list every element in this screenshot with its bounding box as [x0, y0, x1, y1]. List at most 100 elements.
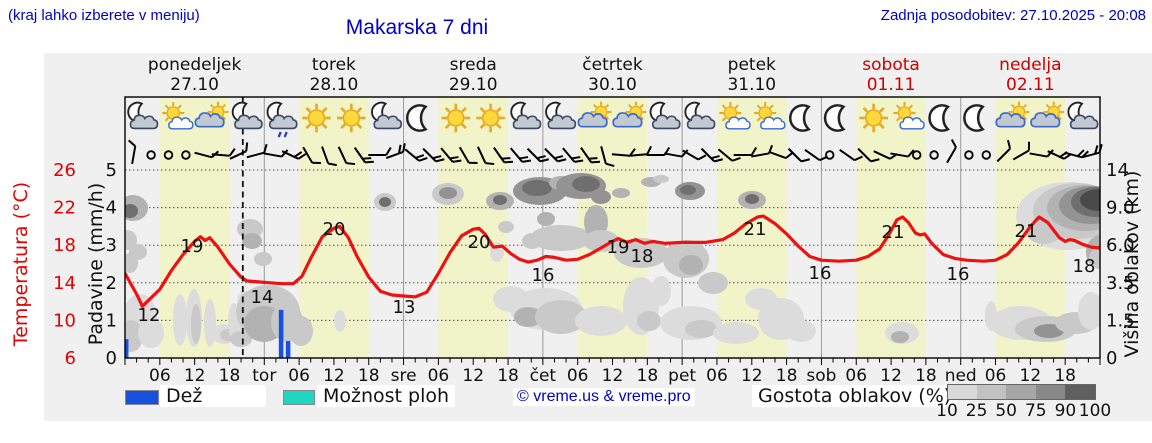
calm-wind-icon	[146, 150, 156, 160]
last-updated-text: Zadnja posodobitev: 27.10.2025 - 20:08	[880, 7, 1146, 24]
sun-cloud-icon	[719, 101, 751, 130]
temperature-value-label: 20	[468, 232, 491, 253]
x-hour-label: 18	[1054, 366, 1076, 386]
calm-wind-icon	[181, 150, 191, 160]
sun-icon	[337, 103, 366, 133]
temperature-tick: 18	[53, 235, 76, 256]
wind-barb-icon	[996, 139, 1012, 163]
sun-cloud-icon	[754, 101, 786, 130]
wind-barb-icon	[128, 139, 137, 165]
temperature-value-label: 21	[882, 222, 905, 243]
cloud-height-tick: 9.0	[1106, 198, 1135, 219]
calm-wind-icon	[929, 150, 939, 160]
moon-cloud-icon	[1067, 101, 1099, 130]
cloud-blob	[1089, 248, 1100, 268]
x-hour-label: 12	[1020, 366, 1042, 386]
wind-barb-icon	[580, 147, 601, 164]
cloud-height-tick: 14	[1106, 160, 1129, 181]
precipitation-tick: 1	[106, 310, 117, 331]
cloud-blob	[891, 331, 909, 343]
temperature-value-label: 12	[138, 305, 161, 326]
wind-barb-icon	[890, 149, 915, 158]
cloud-icon	[760, 116, 786, 130]
day-name: sobota	[862, 55, 920, 75]
cloud-blob	[522, 180, 552, 196]
moon-cloud-icon	[649, 101, 681, 130]
moon-cloud-rain-icon	[266, 101, 298, 138]
wind-barb-icon	[321, 146, 337, 167]
temperature-tick: 6	[65, 348, 76, 369]
cloud-blob	[653, 175, 669, 183]
cloud-density-swatch	[947, 384, 978, 400]
sun-icon	[476, 103, 505, 133]
copyright-link[interactable]: © vreme.us & vreme.pro	[513, 388, 695, 406]
rain-legend-label: Dež	[160, 385, 267, 407]
rain-mark	[283, 131, 288, 138]
wind-barb-icon	[229, 142, 249, 160]
cloud-blob	[583, 230, 619, 252]
x-day-mark: čet	[530, 366, 557, 386]
cloud-icon	[512, 114, 542, 130]
cloud-blob	[242, 233, 262, 249]
day-date: 02.11	[1006, 75, 1055, 95]
cloud-blob	[230, 331, 252, 347]
cloud-density-swatch	[1065, 384, 1096, 400]
cloud-density-scale-value: 10	[936, 401, 958, 421]
temperature-value-label: 20	[323, 219, 346, 240]
cloud-blob	[1078, 292, 1100, 330]
cloud-blob	[637, 311, 661, 331]
wind-barb-icon	[600, 146, 615, 168]
cloud-blob	[1080, 189, 1100, 211]
sun-icon	[1043, 101, 1065, 123]
cloud-blob	[572, 176, 600, 192]
x-hour-label: 18	[915, 366, 937, 386]
temperature-value-label: 16	[809, 263, 832, 284]
precipitation-tick: 4	[106, 198, 117, 219]
day-header-sobota: sobota 01.11	[862, 55, 920, 95]
wind-barb-icon	[768, 150, 794, 160]
sun-icon	[337, 103, 366, 133]
wind-barb-icon	[562, 147, 584, 163]
x-hour-label: 12	[323, 366, 345, 386]
wind-barb-icon	[857, 147, 880, 163]
daytime-band	[438, 97, 509, 358]
sun-icon	[859, 103, 888, 133]
rain-bar	[278, 309, 284, 358]
day-name: torek	[311, 55, 356, 75]
cloud-height-tick: 0	[1106, 348, 1117, 369]
cloud-blob	[530, 225, 592, 251]
cloud-density-swatch	[1006, 384, 1036, 400]
cloud-icon	[547, 114, 577, 130]
showers-legend-swatch	[283, 390, 315, 405]
temperature-curve	[125, 214, 1100, 308]
showers-legend-label: Možnost ploh	[317, 385, 456, 407]
sun-icon	[302, 103, 331, 133]
cloud-icon	[995, 112, 1026, 128]
calm-wind-icon	[981, 150, 991, 160]
wind-barb-icon	[281, 150, 307, 160]
cloud-density-swatch	[976, 384, 1007, 400]
wind-barb-icon	[664, 149, 689, 158]
cloud-blob	[254, 252, 272, 266]
wind-barb-icon	[353, 147, 374, 164]
cloud-icon	[168, 116, 194, 130]
cloud-blob	[537, 212, 555, 226]
precipitation-tick: 0	[106, 348, 117, 369]
sun-icon	[441, 103, 471, 133]
x-hour-label: 12	[184, 366, 206, 386]
wind-barb-icon	[422, 147, 445, 163]
x-hour-label: 06	[985, 366, 1007, 386]
x-hour-label: 18	[497, 366, 519, 386]
cloud-density-legend-label: Gostota oblakov (%)	[752, 385, 958, 407]
cloud-height-tick: 6.0	[1106, 235, 1135, 256]
x-hour-label: 06	[149, 366, 171, 386]
precipitation-tick: 3	[106, 235, 117, 256]
moon-cloud-icon	[127, 101, 159, 130]
rain-legend-swatch	[125, 390, 159, 405]
moon-cloud-icon	[231, 101, 263, 130]
temperature-tick: 14	[53, 273, 76, 294]
cloud-blob	[786, 320, 816, 342]
cloud-icon	[577, 112, 608, 128]
cloud-density-swatch	[1035, 384, 1066, 400]
rain-bar	[285, 341, 291, 358]
